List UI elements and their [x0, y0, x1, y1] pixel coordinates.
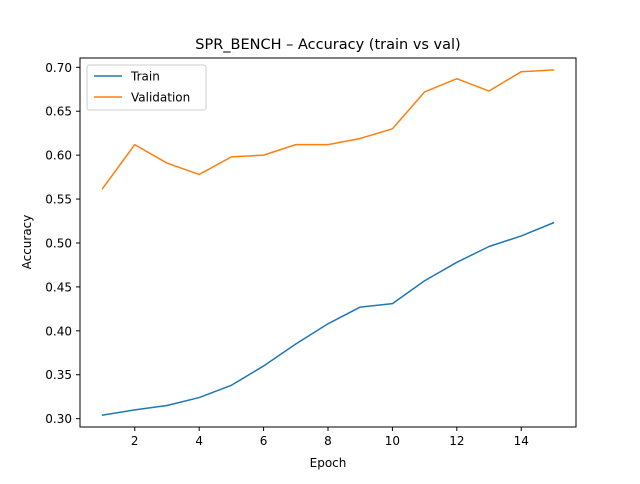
y-tick-label: 0.35	[45, 368, 72, 382]
y-tick-label: 0.50	[45, 236, 72, 250]
y-tick-label: 0.55	[45, 193, 72, 207]
y-tick-label: 0.45	[45, 280, 72, 294]
legend: Train Validation	[86, 64, 207, 111]
y-tick-label: 0.65	[45, 105, 72, 119]
series-layer	[101, 69, 555, 417]
x-tick-label: 12	[449, 434, 464, 448]
y-axis-label: Accuracy	[20, 215, 34, 270]
x-tick-label: 8	[324, 434, 332, 448]
y-axis: 0.30 0.35 0.40 0.45 0.50 0.55 0.60 0.65 0.70	[45, 61, 80, 426]
x-tick-label: 10	[385, 434, 400, 448]
y-tick-label: 0.30	[45, 412, 72, 426]
x-tick-label: 14	[514, 434, 529, 448]
x-axis: 2 4 6 8 10 12 14	[131, 427, 529, 448]
x-tick-label: 6	[260, 434, 268, 448]
chart-title: SPR_BENCH – Accuracy (train vs val)	[195, 37, 460, 53]
y-tick-label: 0.60	[45, 149, 72, 163]
y-tick-label: 0.40	[45, 324, 72, 338]
legend-label-validation: Validation	[131, 91, 190, 105]
x-tick-label: 2	[131, 434, 139, 448]
x-tick-label: 4	[195, 434, 203, 448]
series-line-train	[101, 221, 555, 417]
series-line-validation	[101, 69, 555, 190]
y-tick-label: 0.70	[45, 61, 72, 75]
legend-label-train: Train	[130, 70, 160, 84]
x-axis-label: Epoch	[310, 456, 347, 470]
